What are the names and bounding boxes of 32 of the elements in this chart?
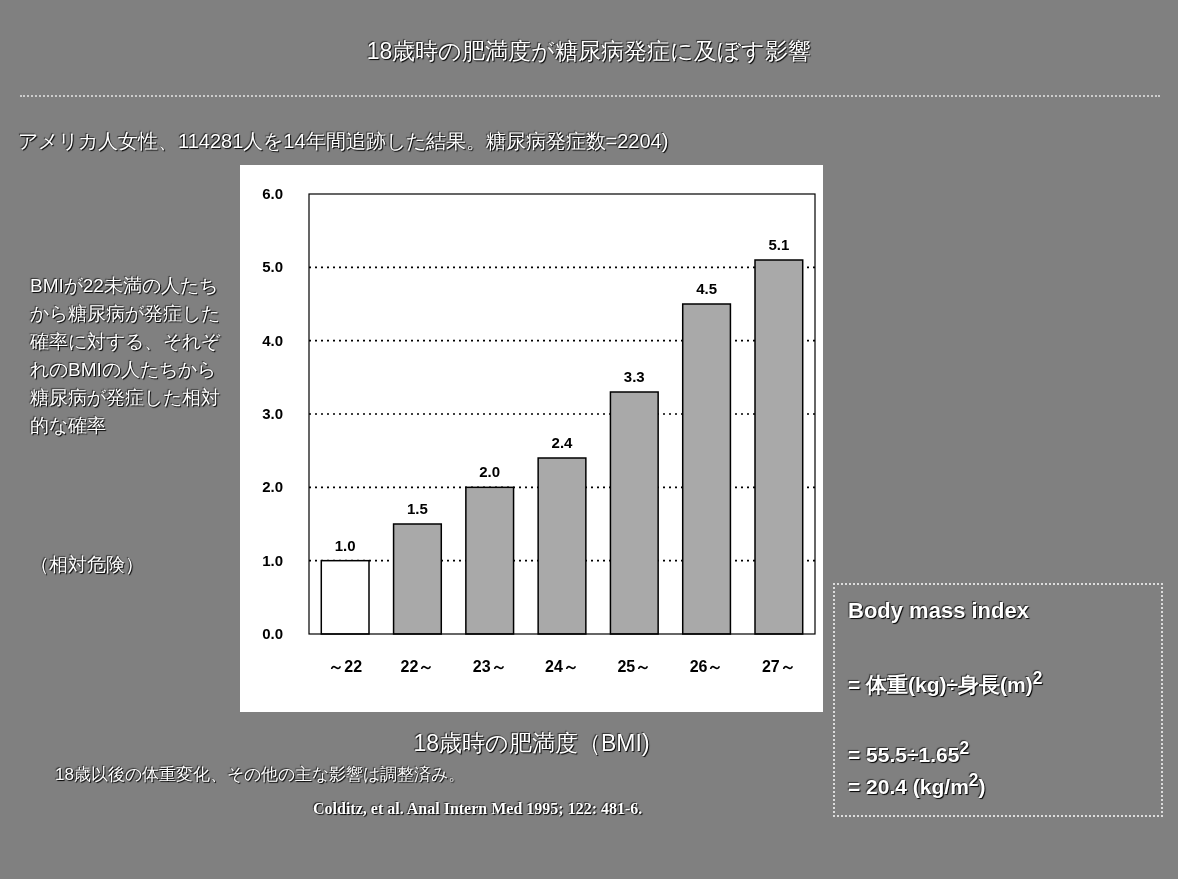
data-label: 2.4 [551,434,574,451]
x-tick-label: 23～ [472,658,507,675]
y-axis-title: BMIが22未満の人たちから糖尿病が発症した確率に対する、それぞれのBMIの人たちから糖尿病が発症した相対的な確率 [30,274,222,438]
text: 18歳以後の体重変化、その他の主な影響は調整済み。 [55,764,466,786]
data-label: 3.3 [623,368,645,385]
y-tick-label: 4.0 [262,331,283,349]
data-label: 2.0 [479,463,501,481]
y-tick-label: 5.0 [262,258,283,276]
text: = 20.4 (kg/m$^{2}$) [848,770,986,799]
y-tick-label: 6.0 [262,185,283,202]
chart-title: 18歳時の肥満度が糖尿病発症に及ぼす影響 [365,37,813,66]
data-label: 5.1 [768,236,790,253]
text: （相対危険） [30,553,144,577]
y-tick-label: 0.0 [262,625,283,642]
chart-subtitle: アメリカ人女性、114281人を14年間追跡した結果。糖尿病発症数=2204) [18,129,669,154]
x-tick-label: 24～ [545,658,579,675]
x-tick-label: 27～ [761,658,796,675]
x-tick-label: 25～ [617,658,652,675]
y-tick-label: 2.0 [262,478,283,496]
text: Body mass index [848,598,1029,624]
x-tick-label: 22～ [400,658,435,675]
text: = 体重(kg)÷身長(m)$^{2}$ [848,668,1043,698]
data-label: 1.0 [334,536,356,554]
x-tick-label: 26～ [689,658,724,675]
data-label: 1.5 [407,500,428,517]
y-tick-label: 1.0 [262,551,283,569]
text: Colditz, et al. Anal Intern Med 1995; 122: 481-6. [313,800,643,818]
text: = 55.5÷1.65$^{2}$ [848,738,970,767]
x-tick-label: ～22 [328,658,363,675]
x-axis-title: 18歳時の肥満度（BMI) [412,729,651,758]
data-label: 4.5 [696,280,717,297]
y-tick-label: 3.0 [262,405,283,422]
